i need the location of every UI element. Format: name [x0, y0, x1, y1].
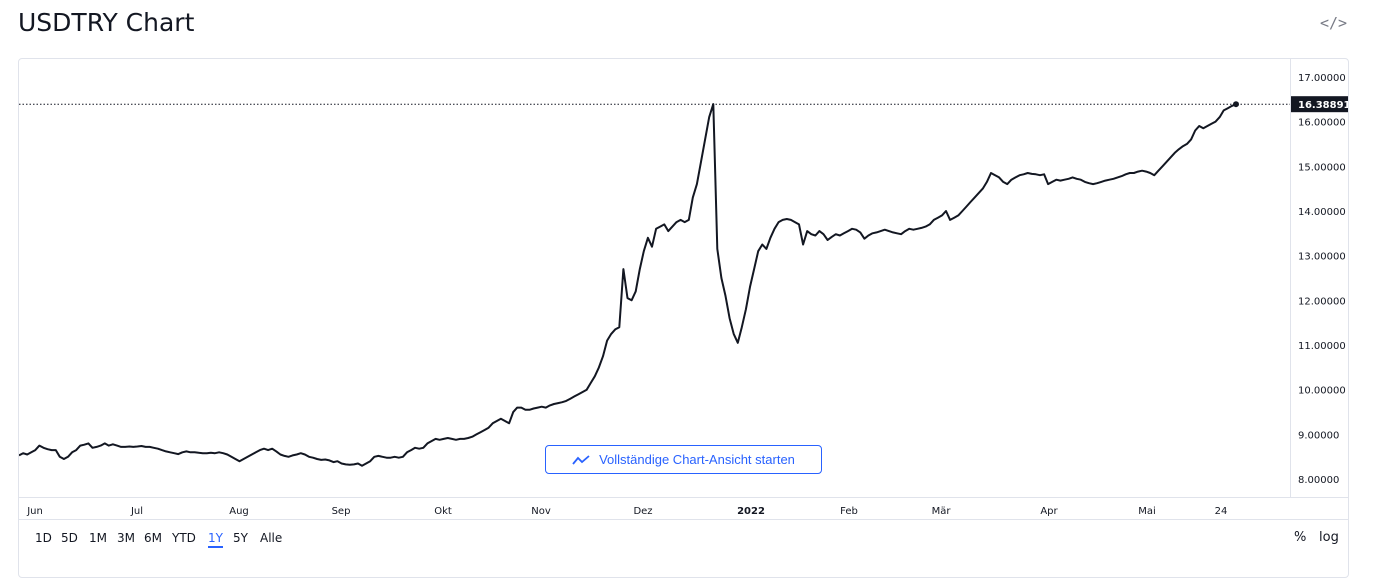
y-tick-label: 17.00000 [1298, 73, 1346, 84]
code-icon[interactable]: </> [1320, 14, 1348, 32]
x-tick-label: Okt [434, 506, 452, 517]
range-toolbar: % log 1D 5D 1M 3M 6M YTD 1Y 5Y Alle [19, 520, 1348, 556]
y-tick-label: 9.00000 [1298, 430, 1339, 441]
full-chart-view-label: Vollständige Chart-Ansicht starten [599, 452, 795, 467]
series-line [19, 103, 1237, 467]
toolbar-divider [19, 519, 1348, 520]
x-tick-label: Mär [932, 506, 952, 517]
last-point-marker [1233, 101, 1239, 108]
last-price-badge [1291, 96, 1348, 113]
x-tick-label: Nov [531, 506, 551, 517]
y-tick-label: 14.00000 [1298, 207, 1346, 218]
y-tick-label: 10.00000 [1298, 386, 1346, 397]
chart-widget: 17.00000 16.00000 15.00000 14.00000 13.00000… [18, 58, 1349, 578]
x-tick-label: Apr [1040, 506, 1058, 517]
y-tick-label: 12.00000 [1298, 296, 1346, 307]
x-tick-label: Dez [633, 506, 652, 517]
y-tick-label: 16.00000 [1298, 118, 1346, 129]
range-button-3m[interactable]: 3M [117, 531, 135, 545]
range-button-alle[interactable]: Alle [260, 531, 283, 545]
x-tick-label: Mai [1138, 506, 1156, 517]
x-tick-label: Jul [130, 506, 143, 517]
log-scale-toggle[interactable]: log [1319, 530, 1339, 545]
x-tick-label: 24 [1215, 506, 1228, 517]
range-button-5d[interactable]: 5D [61, 531, 78, 545]
range-button-5y[interactable]: 5Y [233, 531, 248, 545]
y-tick-label: 11.00000 [1298, 341, 1346, 352]
trend-line-icon [572, 454, 590, 465]
x-tick-label: Jun [26, 506, 43, 517]
full-chart-view-button[interactable]: Vollständige Chart-Ansicht starten [545, 445, 822, 474]
range-button-1d[interactable]: 1D [35, 531, 52, 545]
y-tick-label: 8.00000 [1298, 475, 1339, 486]
range-button-6m[interactable]: 6M [144, 531, 162, 545]
x-tick-label: 2022 [737, 506, 765, 517]
line-chart: 17.00000 16.00000 15.00000 14.00000 13.00000… [19, 59, 1349, 517]
x-tick-label: Sep [332, 506, 351, 517]
x-tick-label: Aug [229, 506, 249, 517]
y-tick-label: 15.00000 [1298, 162, 1346, 173]
x-tick-label: Feb [840, 506, 858, 517]
range-button-1y[interactable]: 1Y [208, 531, 223, 548]
range-button-1m[interactable]: 1M [89, 531, 107, 545]
range-button-ytd[interactable]: YTD [172, 531, 196, 545]
percent-scale-toggle[interactable]: % [1294, 530, 1307, 545]
y-tick-label: 13.00000 [1298, 252, 1346, 263]
page-title: USDTRY Chart [18, 8, 195, 37]
last-price-label: 16.38891 [1298, 100, 1349, 111]
